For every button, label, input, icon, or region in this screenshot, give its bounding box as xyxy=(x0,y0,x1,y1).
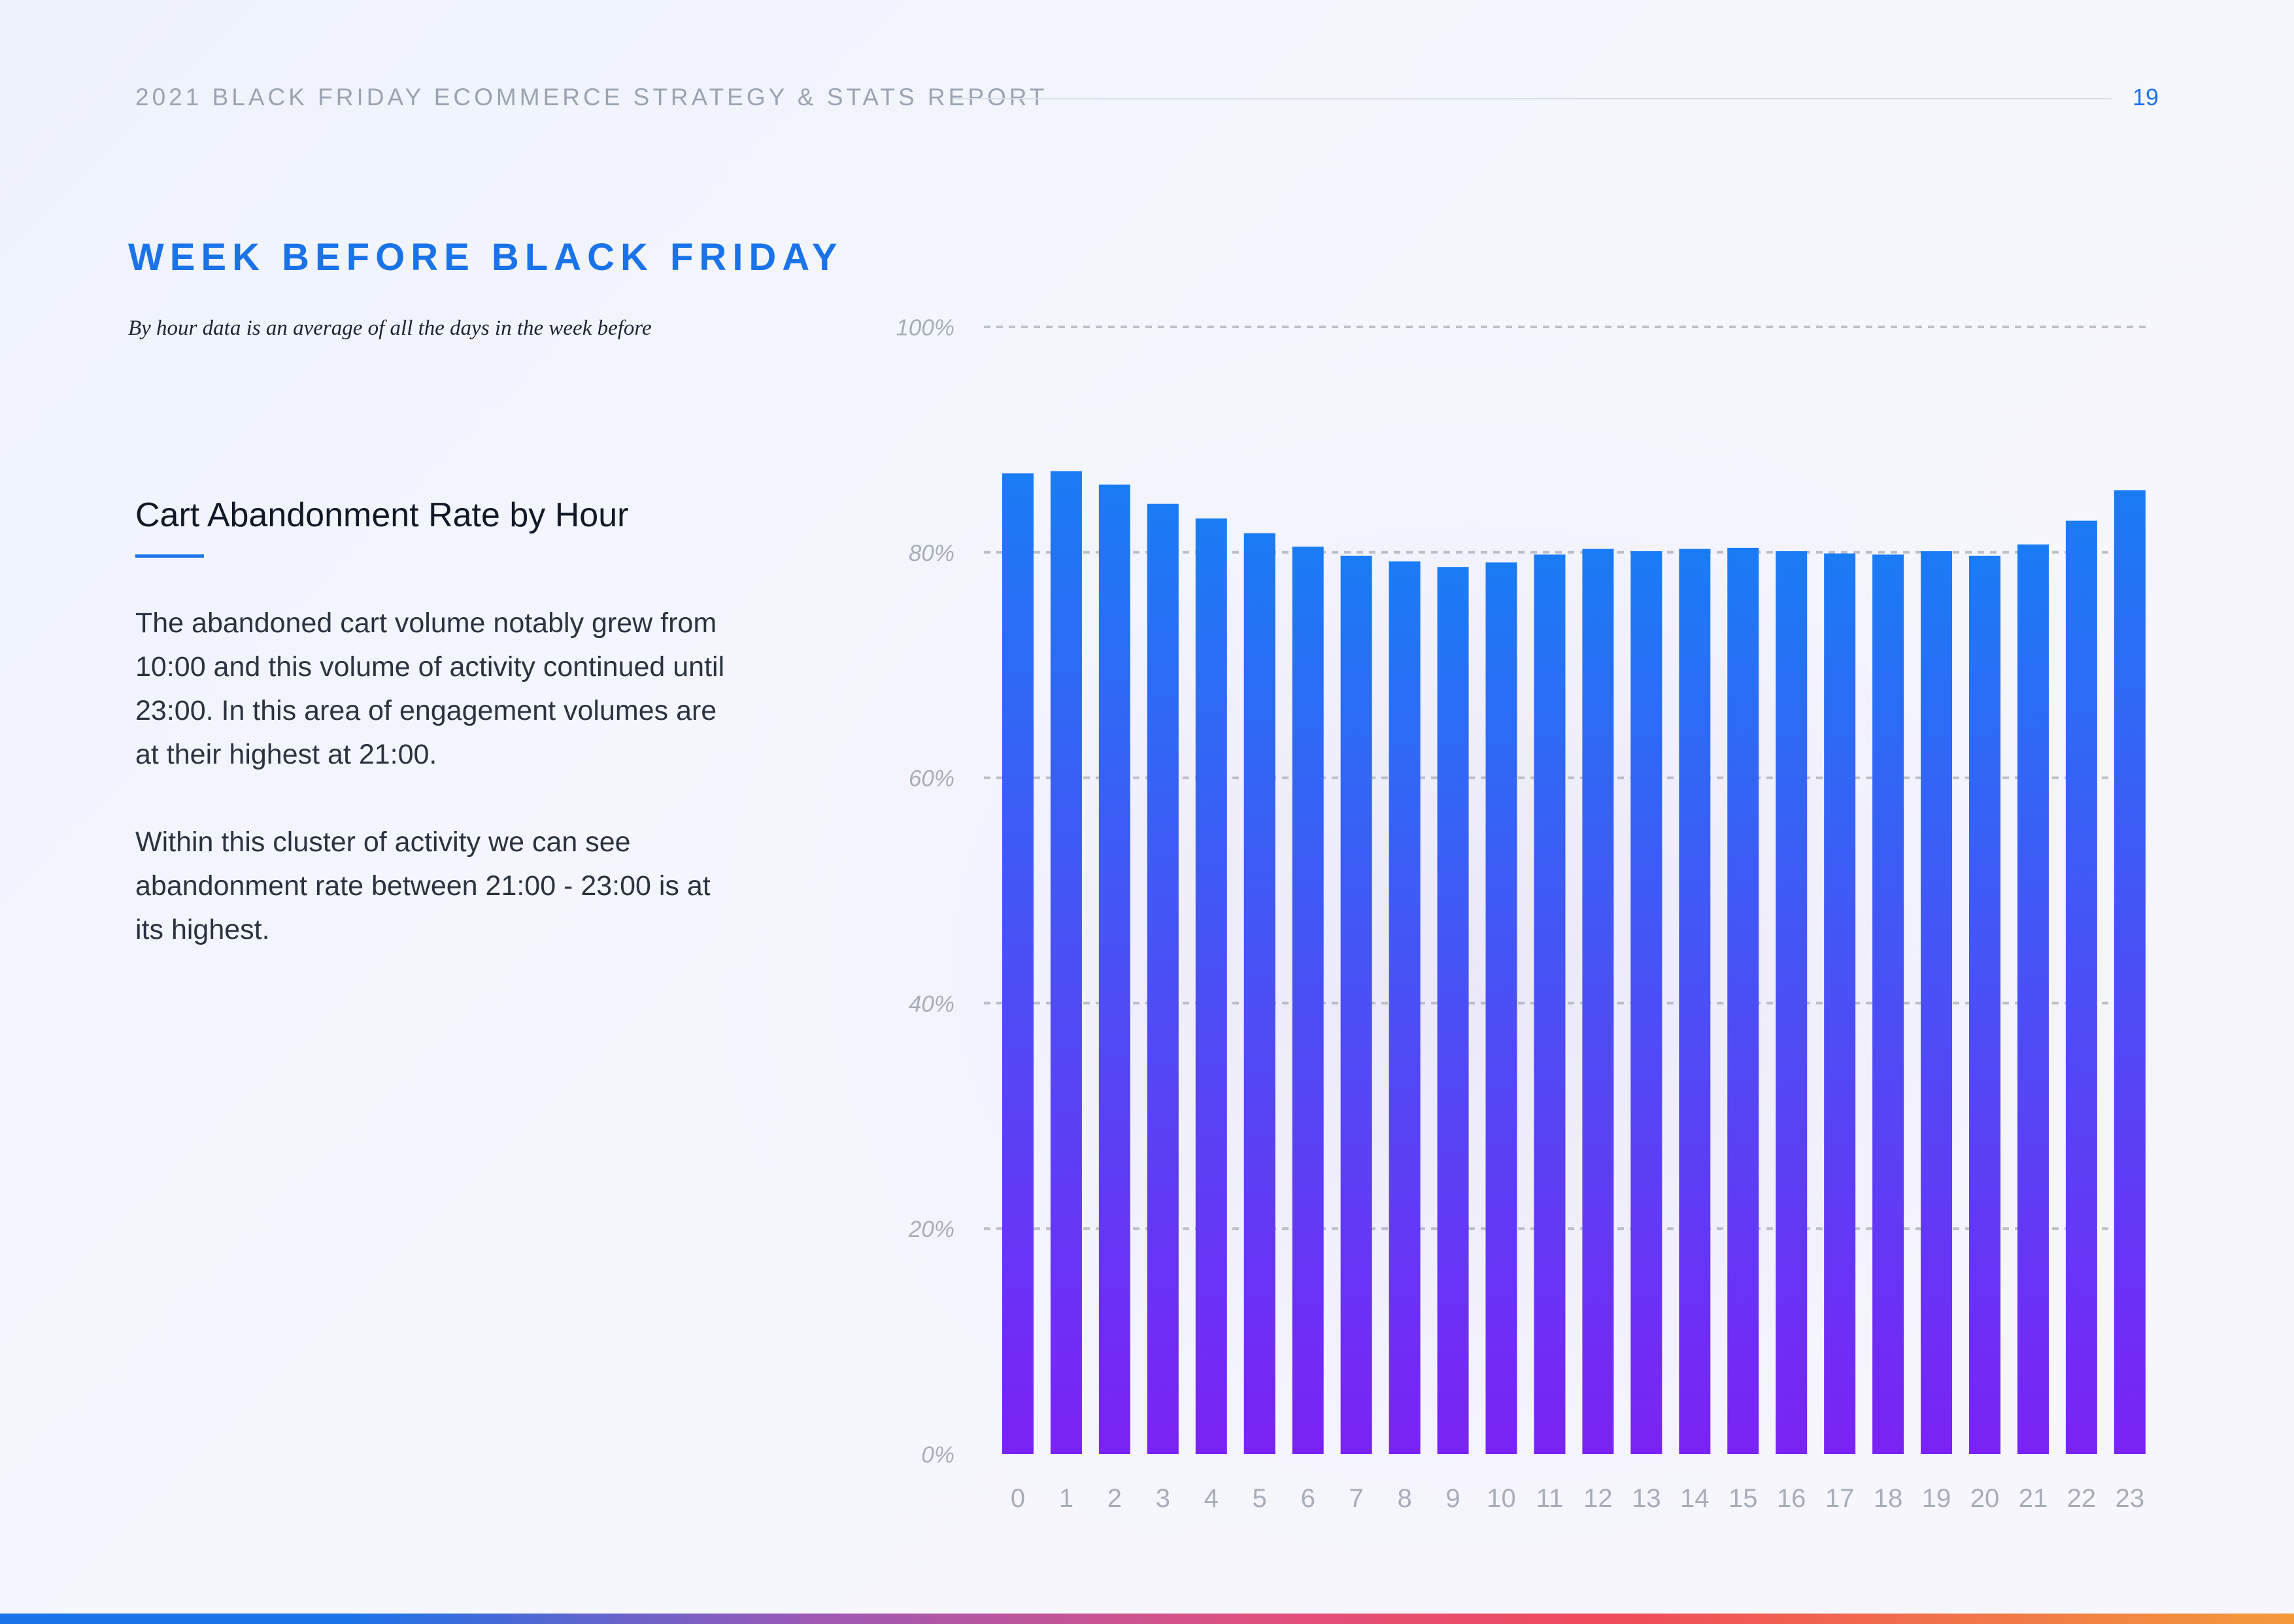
x-tick-label: 5 xyxy=(1253,1484,1267,1513)
bar-hour-19 xyxy=(1921,551,1953,1455)
bottom-gradient-bar xyxy=(0,1614,2294,1624)
chart-heading: Cart Abandonment Rate by Hour xyxy=(135,496,629,534)
x-tick-label: 13 xyxy=(1632,1484,1661,1513)
section-title: WEEK BEFORE BLACK FRIDAY xyxy=(128,236,843,279)
bar-hour-10 xyxy=(1485,562,1517,1455)
bar-hour-0 xyxy=(1002,473,1034,1454)
x-tick-label: 0 xyxy=(1011,1484,1025,1513)
report-header-title: 2021 BLACK FRIDAY ECOMMERCE STRATEGY & S… xyxy=(135,84,1048,110)
x-tick-label: 16 xyxy=(1777,1484,1806,1513)
y-tick-label: 20% xyxy=(908,1217,954,1242)
x-tick-label: 8 xyxy=(1397,1484,1411,1513)
description-text: The abandoned cart volume notably grew f… xyxy=(135,601,737,996)
page-number: 19 xyxy=(2133,84,2159,110)
x-tick-label: 18 xyxy=(1874,1484,1903,1513)
section-subtitle: By hour data is an average of all the da… xyxy=(128,316,652,340)
bar-hour-1 xyxy=(1050,471,1082,1454)
bar-hour-13 xyxy=(1630,551,1662,1455)
x-tick-label: 6 xyxy=(1301,1484,1315,1513)
x-tick-label: 12 xyxy=(1583,1484,1613,1513)
y-tick-label: 0% xyxy=(921,1442,954,1468)
heading-underline xyxy=(135,554,204,558)
y-axis-ticks: 0% 20% 40% 60% 80% 100% xyxy=(896,315,954,1468)
bar-hour-3 xyxy=(1147,503,1179,1455)
y-tick-label: 80% xyxy=(909,541,954,566)
x-tick-label: 4 xyxy=(1204,1484,1219,1513)
description-paragraph-1: The abandoned cart volume notably grew f… xyxy=(135,607,725,770)
bar-hour-4 xyxy=(1195,518,1227,1454)
x-tick-label: 14 xyxy=(1680,1484,1710,1513)
bar-hour-22 xyxy=(2065,520,2097,1454)
bars xyxy=(1002,471,2146,1455)
x-tick-label: 17 xyxy=(1825,1484,1855,1513)
bar-hour-15 xyxy=(1727,547,1759,1454)
x-tick-label: 22 xyxy=(2067,1484,2097,1513)
x-axis-ticks: 0 1 2 3 4 5 6 7 8 9 10 11 12 13 14 15 16 17 18 19 20 21 22 23 xyxy=(1011,1484,2144,1513)
bar-hour-8 xyxy=(1389,561,1421,1454)
x-tick-label: 7 xyxy=(1349,1484,1364,1513)
y-tick-label: 40% xyxy=(909,991,954,1017)
x-tick-label: 21 xyxy=(2019,1484,2048,1513)
bar-hour-2 xyxy=(1098,484,1130,1454)
y-tick-label: 100% xyxy=(896,315,954,341)
bar-hour-21 xyxy=(2017,544,2049,1455)
bar-hour-7 xyxy=(1340,555,1372,1455)
bar-hour-12 xyxy=(1582,549,1614,1455)
bar-hour-18 xyxy=(1872,554,1904,1454)
bar-hour-17 xyxy=(1824,553,1856,1455)
x-tick-label: 3 xyxy=(1156,1484,1170,1513)
x-tick-label: 1 xyxy=(1059,1484,1073,1513)
x-tick-label: 10 xyxy=(1487,1484,1516,1513)
bar-hour-5 xyxy=(1243,533,1275,1455)
x-tick-label: 2 xyxy=(1107,1484,1122,1513)
x-tick-label: 20 xyxy=(1970,1484,2000,1513)
x-tick-label: 19 xyxy=(1922,1484,1951,1513)
x-tick-label: 15 xyxy=(1729,1484,1758,1513)
bar-hour-6 xyxy=(1292,547,1324,1455)
y-tick-label: 60% xyxy=(909,766,954,792)
description-paragraph-2: Within this cluster of activity we can s… xyxy=(135,826,711,945)
bar-hour-11 xyxy=(1534,554,1566,1454)
x-tick-label: 23 xyxy=(2116,1484,2145,1513)
grid-lines xyxy=(984,326,2151,1230)
bar-hour-14 xyxy=(1679,549,1711,1455)
x-tick-label: 9 xyxy=(1445,1484,1460,1513)
bar-hour-16 xyxy=(1776,551,1808,1455)
bar-hour-9 xyxy=(1437,567,1469,1455)
x-tick-label: 11 xyxy=(1536,1484,1564,1513)
bar-hour-20 xyxy=(1969,555,2000,1455)
header-divider xyxy=(953,98,2112,99)
bar-hour-23 xyxy=(2114,490,2146,1454)
